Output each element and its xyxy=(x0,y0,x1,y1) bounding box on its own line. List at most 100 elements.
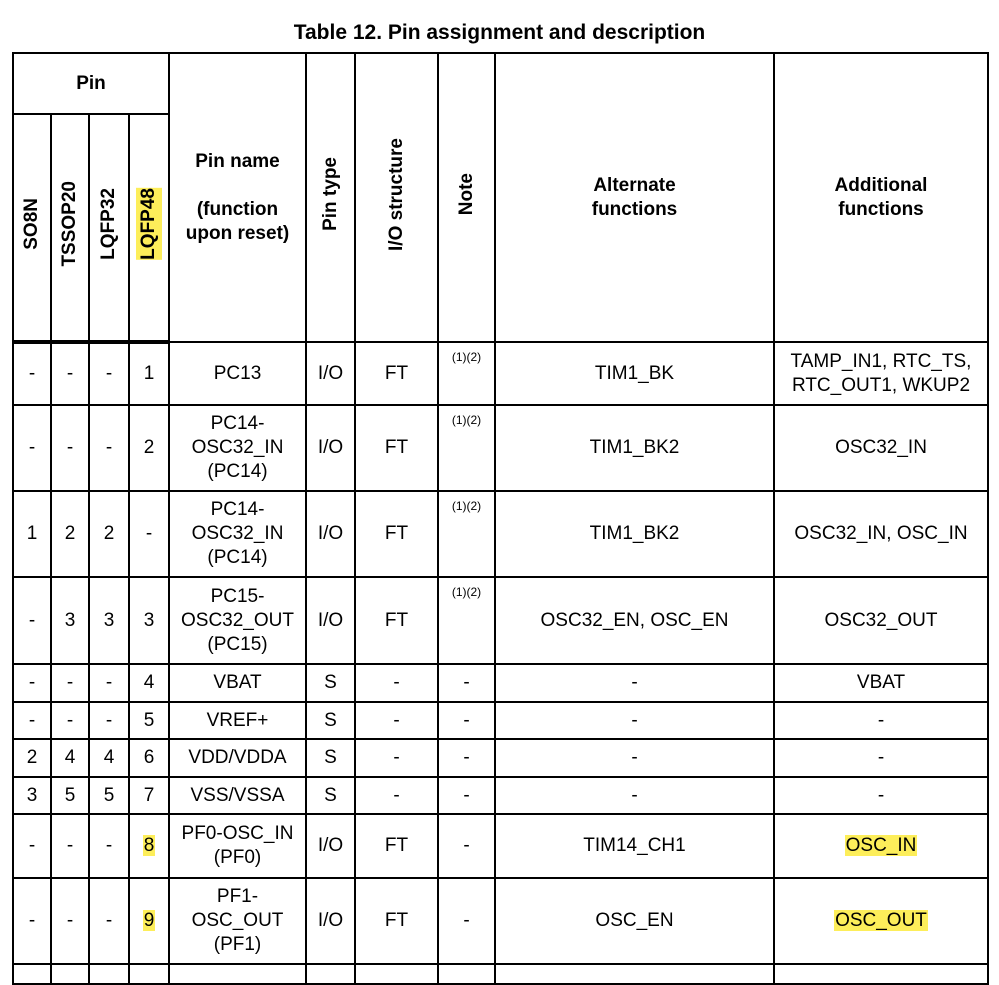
name-line: (PF1) xyxy=(213,934,262,955)
lqfp48-value: 1 xyxy=(143,363,155,384)
cell-so8n: - xyxy=(12,576,52,665)
header-pin-name-line2: (function upon reset) xyxy=(185,198,290,244)
cell-note: (1)(2) xyxy=(437,490,496,578)
table-row: - - - 5 VREF+ S - - - - xyxy=(12,701,989,740)
cell-io: - xyxy=(354,701,439,740)
cell-alt: TIM1_BK2 xyxy=(494,490,775,578)
alt-value: OSC_EN xyxy=(595,910,674,931)
cell-alt: - xyxy=(494,663,775,703)
tssop20-value: - xyxy=(66,437,74,458)
lqfp32-value: - xyxy=(105,363,113,384)
cell-note: - xyxy=(437,776,496,815)
cell-so8n: 2 xyxy=(12,738,52,778)
cell-tssop20: - xyxy=(50,877,90,965)
note-value: - xyxy=(463,747,470,768)
name-line: PC13 xyxy=(213,362,262,384)
lqfp32-value: - xyxy=(105,910,113,931)
header-so8n: SO8N xyxy=(12,113,52,344)
name-line: OSC32_IN xyxy=(191,523,284,544)
name-line: PC14- xyxy=(210,413,265,434)
table-row: - - - 4 VBAT S - - - VBAT xyxy=(12,663,989,703)
cell-type: S xyxy=(305,738,356,778)
header-pin-group: Pin xyxy=(12,52,170,115)
cell-add: VBAT xyxy=(773,663,989,703)
type-value: I/O xyxy=(317,835,344,856)
cell-so8n: - xyxy=(12,813,52,879)
lqfp32-value: 5 xyxy=(103,784,115,806)
cell-type: I/O xyxy=(305,576,356,665)
type-value: S xyxy=(324,709,337,731)
cell-lqfp48: 9 xyxy=(128,877,170,965)
alt-value: - xyxy=(631,784,638,806)
table-row: - - - 1 PC13 I/O FT (1)(2) TIM1_BK TAMP_IN1, RTC_… xyxy=(12,341,989,406)
lqfp32-value: - xyxy=(105,709,113,731)
name-line: OSC32_OUT xyxy=(181,609,294,631)
cell-name: VBAT xyxy=(168,663,307,703)
cell-name: PC15- OSC32_OUT (PC15) xyxy=(168,576,307,665)
cell-lqfp32: 5 xyxy=(88,776,130,815)
header-io-structure-label: I/O structure xyxy=(385,137,407,251)
name-line: OSC_OUT xyxy=(191,910,284,931)
cell-name: VREF+ xyxy=(168,701,307,740)
cell-note: - xyxy=(437,877,496,965)
cell-tssop20: 2 xyxy=(50,490,90,578)
name-line: OSC32_IN xyxy=(191,437,284,458)
add-line: - xyxy=(877,784,885,806)
table-row: -3 3 3 PC15- OSC32_OUT (PC15) I/O FT (1)(2) OSC32… xyxy=(12,576,989,665)
name-line: PF0-OSC_IN xyxy=(181,823,294,844)
name-line: (PC14) xyxy=(207,461,268,482)
add-line: OSC_IN xyxy=(844,835,918,856)
header-lqfp48-label: LQFP48 xyxy=(136,188,162,260)
add-line: OSC32_IN xyxy=(835,437,927,458)
header-lqfp48: LQFP48 xyxy=(128,113,170,344)
note-value: - xyxy=(463,709,470,731)
lqfp48-value: 2 xyxy=(143,437,155,458)
add-line: OSC32_IN, OSC_IN xyxy=(794,523,968,544)
so8n-value: 2 xyxy=(26,747,38,768)
lqfp48-value: 6 xyxy=(143,747,155,768)
table-row: - - - 2 PC14- OSC32_IN (PC14) I/O FT (1)(2) TIM1_B… xyxy=(12,404,989,492)
cell-name: VDD/VDDA xyxy=(168,738,307,778)
name-line: PC14- xyxy=(210,499,265,520)
alt-value: TIM1_BK2 xyxy=(589,437,680,458)
cell-io: FT xyxy=(354,576,439,665)
io-value: FT xyxy=(384,910,409,931)
add-line: OSC_OUT xyxy=(834,910,928,931)
table-title: Table 12. Pin assignment and description xyxy=(293,21,706,44)
cell-lqfp32: 3 xyxy=(88,576,130,665)
header-so8n-label: SO8N xyxy=(21,198,42,250)
note-value: - xyxy=(463,910,470,931)
cell-type: I/O xyxy=(305,341,356,406)
header-lqfp32: LQFP32 xyxy=(88,113,130,344)
name-line: (PC15) xyxy=(207,633,268,655)
cell-lqfp48: 3 xyxy=(128,576,170,665)
cell-type: S xyxy=(305,701,356,740)
header-pin-type: Pin type xyxy=(305,52,356,343)
pin-assignment-table: Pin Pin name (function upon reset) Pin t… xyxy=(12,52,989,985)
so8n-value: - xyxy=(28,709,36,731)
table-row: 3 5 5 7 VSS/VSSA S - - - - xyxy=(12,776,989,815)
name-line: PC15- xyxy=(210,585,265,607)
cell-lqfp32: - xyxy=(88,663,130,703)
so8n-value: - xyxy=(28,910,36,931)
so8n-value: 1 xyxy=(26,523,38,544)
tssop20-value: - xyxy=(66,709,74,731)
note-value: (1)(2) xyxy=(451,585,482,599)
name-line: VDD/VDDA xyxy=(188,747,287,768)
lqfp48-value: 4 xyxy=(143,672,155,693)
cell-type: I/O xyxy=(305,877,356,965)
lqfp32-value: 2 xyxy=(103,523,115,544)
cell-add: OSC32_IN, OSC_IN xyxy=(773,490,989,578)
so8n-value: - xyxy=(28,672,36,693)
alt-value: - xyxy=(631,672,638,693)
cell-io: FT xyxy=(354,877,439,965)
note-value: (1)(2) xyxy=(451,350,482,364)
lqfp48-value: 9 xyxy=(142,910,156,931)
lqfp32-value: - xyxy=(105,672,113,693)
note-value: (1)(2) xyxy=(451,413,482,427)
cell-lqfp32: 2 xyxy=(88,490,130,578)
cell-type: S xyxy=(305,663,356,703)
cell-add: OSC32_OUT xyxy=(773,576,989,665)
cell-io: - xyxy=(354,738,439,778)
header-pin-name: Pin name (function upon reset) xyxy=(168,52,307,343)
